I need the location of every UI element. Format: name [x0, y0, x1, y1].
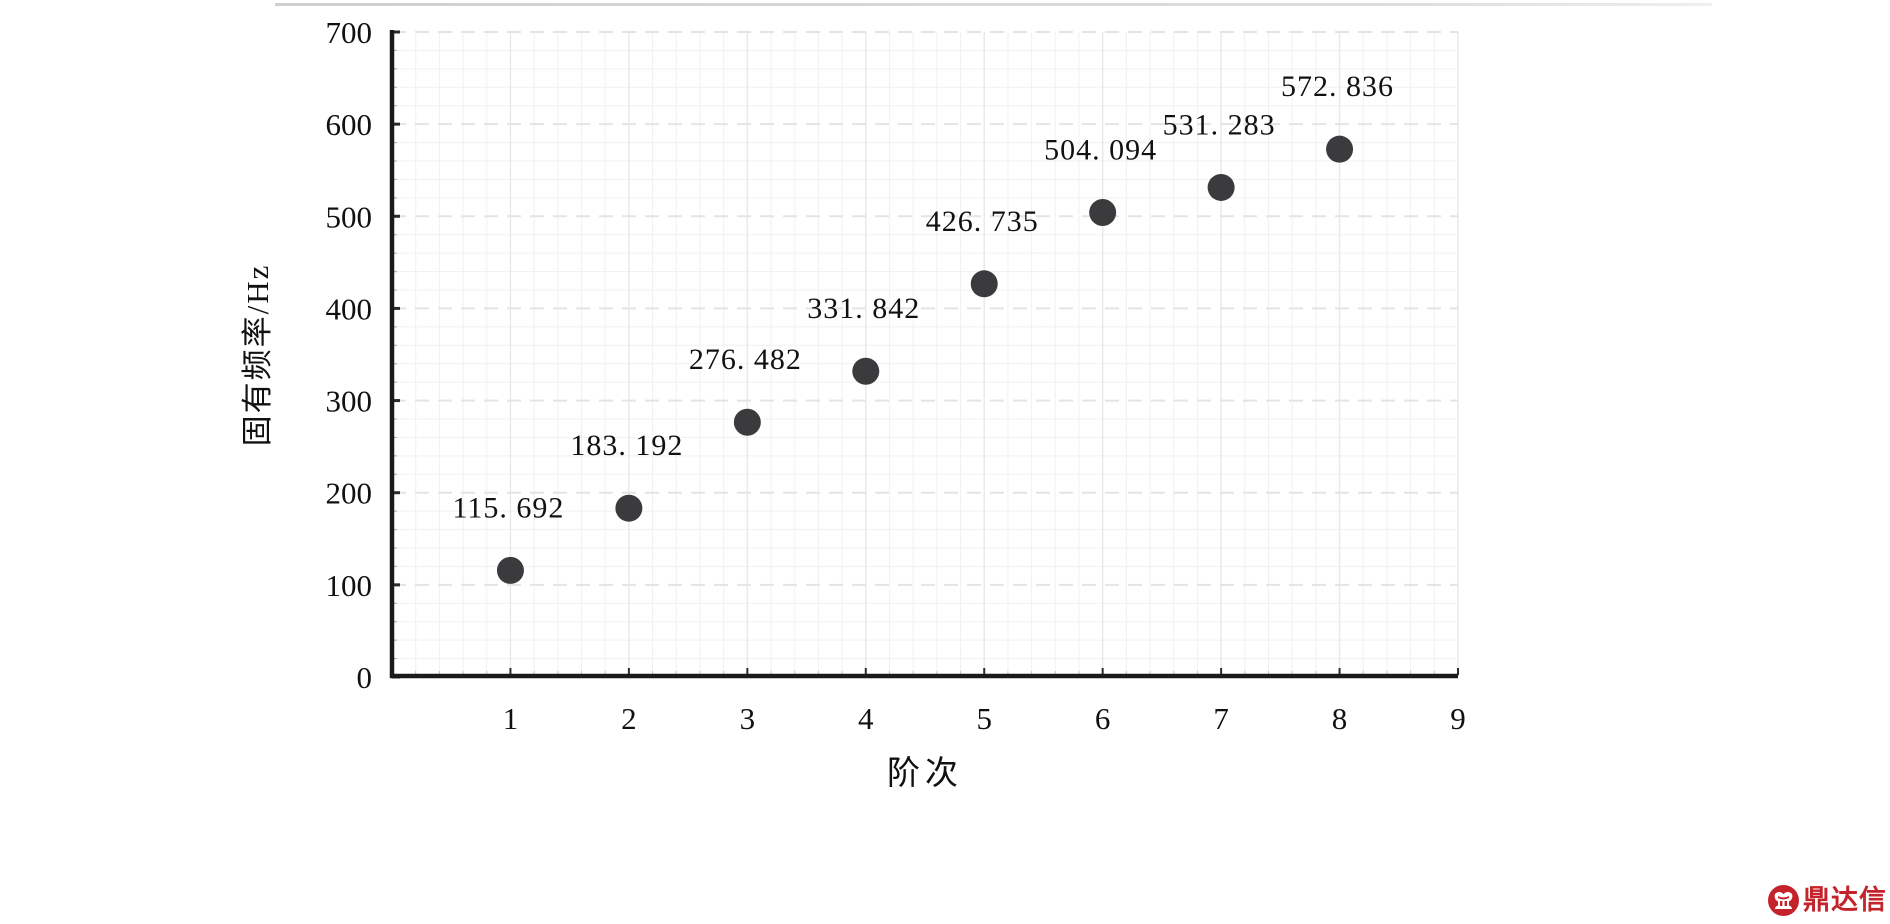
- x-tick-label: 3: [740, 701, 756, 736]
- data-point-label: 115. 692: [452, 491, 564, 524]
- data-point: [733, 408, 761, 436]
- y-tick-label: 100: [326, 568, 373, 603]
- data-point: [496, 556, 524, 584]
- data-point: [852, 357, 880, 385]
- x-tick-label: 8: [1332, 701, 1348, 736]
- x-tick-label: 5: [976, 701, 992, 736]
- watermark: 鼎达信: [1767, 884, 1887, 917]
- y-tick-label: 500: [326, 199, 373, 234]
- data-point-label: 183. 192: [570, 429, 683, 462]
- x-tick-label: 1: [503, 701, 519, 736]
- y-tick-label: 700: [326, 15, 373, 50]
- data-point-label: 504. 094: [1044, 134, 1157, 167]
- top-divider-line: [275, 3, 1712, 6]
- data-point-label: 531. 283: [1163, 108, 1276, 141]
- data-point: [1089, 199, 1117, 227]
- dingdaxin-logo-icon: [1768, 885, 1799, 916]
- data-point: [1326, 135, 1354, 163]
- y-axis-title: 固有频率/Hz: [240, 264, 275, 447]
- data-point-label: 426. 735: [926, 205, 1039, 238]
- x-tick-label: 4: [858, 701, 874, 736]
- x-tick-label: 2: [621, 701, 637, 736]
- x-tick-label: 9: [1450, 701, 1466, 736]
- data-point-label: 331. 842: [807, 292, 920, 325]
- x-tick-label: 6: [1095, 701, 1111, 736]
- watermark-text: 鼎达信: [1803, 885, 1887, 915]
- data-point: [615, 494, 643, 522]
- data-point: [1207, 173, 1235, 201]
- data-point-label: 572. 836: [1281, 70, 1394, 103]
- y-tick-label: 0: [357, 660, 373, 695]
- data-point-label: 276. 482: [689, 343, 802, 376]
- x-tick-label: 7: [1213, 701, 1229, 736]
- y-tick-label: 200: [326, 476, 373, 511]
- y-tick-label: 300: [326, 384, 373, 419]
- data-point: [970, 270, 998, 298]
- y-tick-label: 400: [326, 291, 373, 326]
- y-tick-label: 600: [326, 107, 373, 142]
- x-axis-title: 阶次: [887, 755, 963, 792]
